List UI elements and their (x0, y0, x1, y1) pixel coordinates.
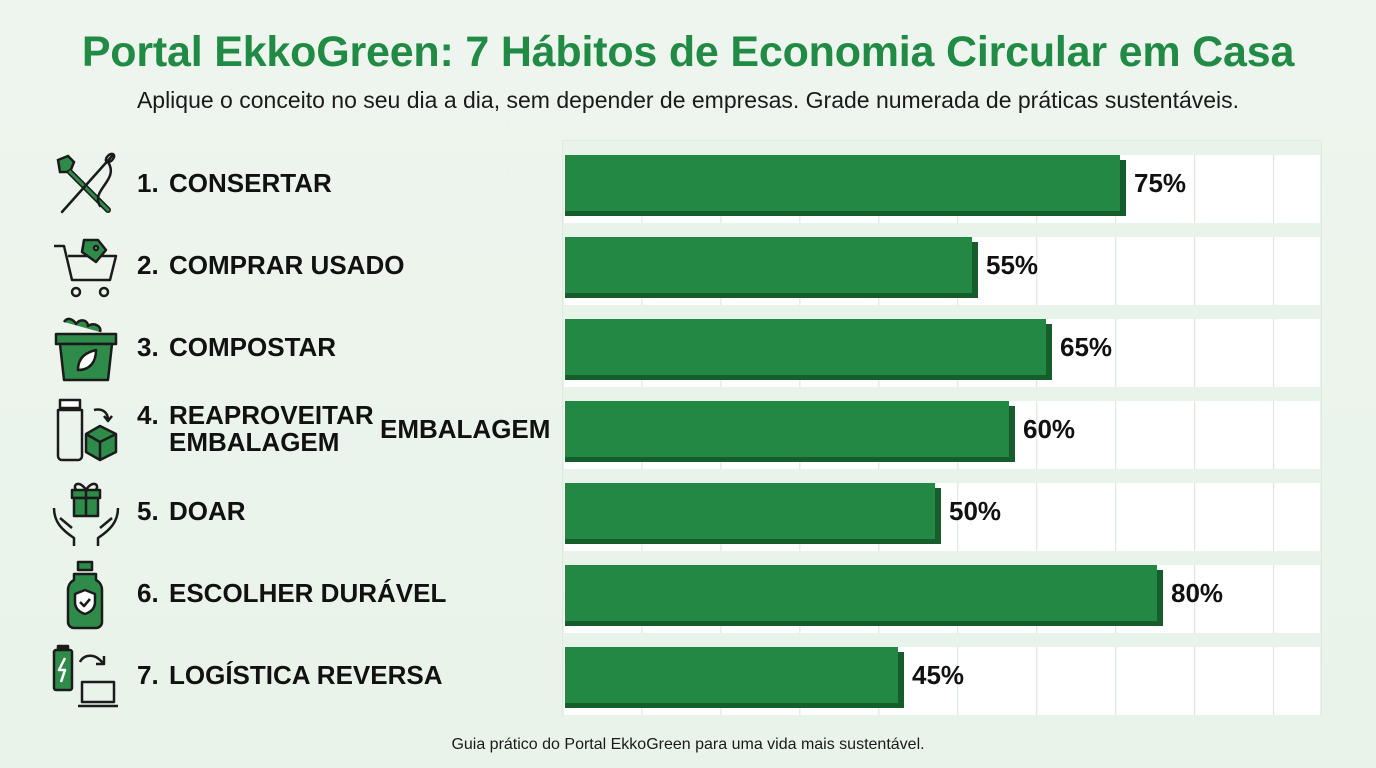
bar (565, 647, 898, 703)
compost-bin-icon (54, 317, 118, 382)
row-band (563, 715, 1321, 729)
row-band (563, 633, 1321, 647)
row-band (563, 551, 1321, 565)
bar-value-label: 65% (1060, 332, 1112, 362)
bar-value-label: 55% (986, 250, 1038, 280)
bottle-shield-icon (66, 560, 104, 630)
bar-value-label: 80% (1171, 578, 1223, 608)
habit-label-2: 2. COMPRAR USADO (137, 250, 405, 280)
page-subtitle: Aplique o conceito no seu dia a dia, sem… (136, 87, 1240, 113)
gift-hands-icon (52, 482, 120, 546)
row-band (563, 223, 1321, 237)
row-band (563, 469, 1321, 483)
bar-value-label: 50% (949, 496, 1001, 526)
bar-value-label: 60% (1023, 414, 1075, 444)
habit-label-6: 6. ESCOLHER DURÁVEL (137, 578, 447, 608)
bar (565, 401, 1009, 457)
bar (565, 155, 1120, 211)
habit-label-7: 7. LOGÍSTICA REVERSA (137, 660, 443, 690)
bar (565, 565, 1157, 621)
shopping-cart-tag-icon (54, 238, 118, 298)
wrench-needle-icon (56, 152, 116, 214)
stray-label: EMBALAGEM (380, 414, 551, 444)
habit-label-3: 3. COMPOSTAR (137, 332, 337, 362)
jar-box-icon (56, 398, 118, 462)
habit-label-5: 5. DOAR (137, 496, 246, 526)
habit-label-4: 4. REAPROVEITAR EMBALAGEM (137, 400, 374, 457)
bar-value-label: 45% (912, 660, 964, 690)
bar-value-label: 75% (1134, 168, 1186, 198)
battery-laptop-icon (52, 644, 118, 708)
bar (565, 237, 972, 293)
page-title: Portal EkkoGreen: 7 Hábitos de Economia … (81, 28, 1295, 76)
habit-label-1: 1. CONSERTAR (137, 168, 332, 198)
row-band (563, 141, 1321, 155)
footer-caption: Guia prático do Portal EkkoGreen para um… (451, 736, 925, 753)
bar (565, 319, 1046, 375)
row-band (563, 305, 1321, 319)
row-band (563, 387, 1321, 401)
bar (565, 483, 935, 539)
